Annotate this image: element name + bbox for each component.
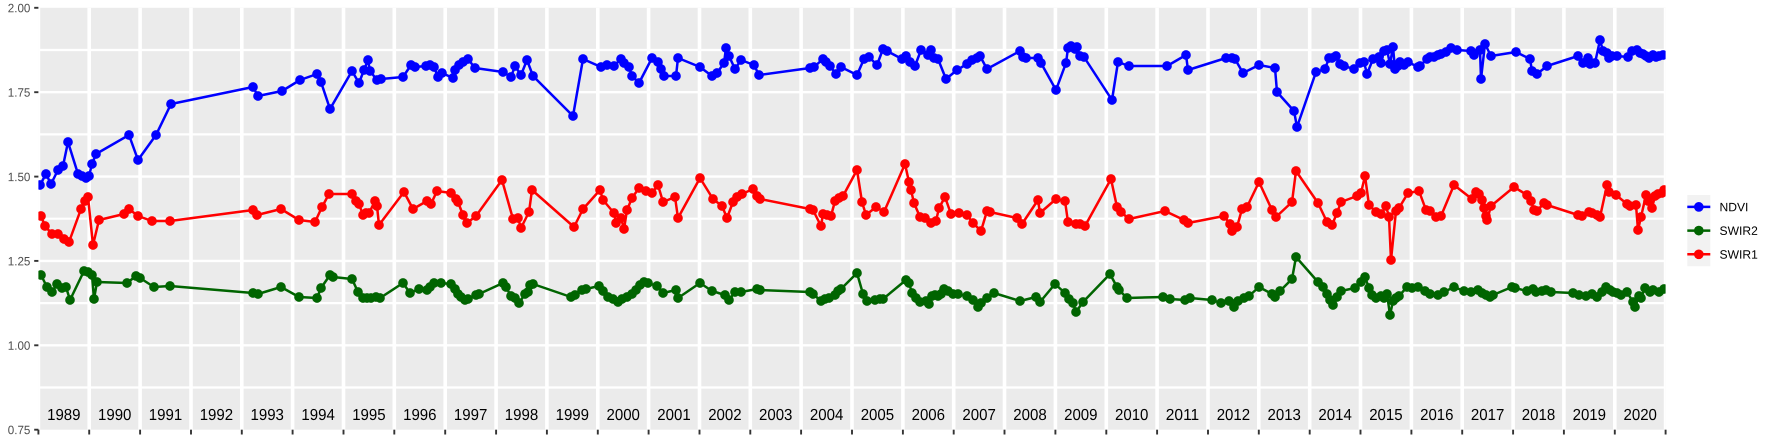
svg-text:2008: 2008 xyxy=(1013,407,1047,424)
svg-text:1994: 1994 xyxy=(301,407,335,424)
svg-text:2005: 2005 xyxy=(861,407,895,424)
svg-text:2020: 2020 xyxy=(1623,407,1657,424)
svg-text:2014: 2014 xyxy=(1318,407,1352,424)
svg-text:1995: 1995 xyxy=(352,407,386,424)
svg-text:1.25: 1.25 xyxy=(8,254,31,268)
svg-text:2011: 2011 xyxy=(1166,407,1200,424)
svg-text:1999: 1999 xyxy=(556,407,590,424)
svg-text:1990: 1990 xyxy=(98,407,132,424)
svg-text:1.00: 1.00 xyxy=(8,339,31,353)
svg-text:2006: 2006 xyxy=(912,407,946,424)
svg-text:1998: 1998 xyxy=(505,407,539,424)
svg-text:1993: 1993 xyxy=(250,407,284,424)
svg-text:2004: 2004 xyxy=(810,407,844,424)
svg-text:1989: 1989 xyxy=(47,407,81,424)
svg-text:2017: 2017 xyxy=(1471,407,1505,424)
svg-text:1997: 1997 xyxy=(454,407,488,424)
svg-text:2018: 2018 xyxy=(1522,407,1556,424)
svg-text:SWIR1: SWIR1 xyxy=(1719,248,1758,262)
svg-text:1996: 1996 xyxy=(403,407,437,424)
svg-text:1.75: 1.75 xyxy=(8,86,31,100)
svg-text:2.00: 2.00 xyxy=(8,1,31,15)
svg-text:2007: 2007 xyxy=(962,407,996,424)
svg-text:2000: 2000 xyxy=(606,407,640,424)
svg-text:NDVI: NDVI xyxy=(1719,200,1748,214)
svg-text:2002: 2002 xyxy=(708,407,742,424)
svg-text:2001: 2001 xyxy=(657,407,691,424)
svg-text:2010: 2010 xyxy=(1115,407,1149,424)
svg-text:2009: 2009 xyxy=(1064,407,1098,424)
svg-text:1992: 1992 xyxy=(200,407,234,424)
svg-text:1991: 1991 xyxy=(149,407,183,424)
svg-text:2013: 2013 xyxy=(1267,407,1301,424)
svg-text:2003: 2003 xyxy=(759,407,793,424)
svg-text:1.50: 1.50 xyxy=(8,170,31,184)
svg-text:2015: 2015 xyxy=(1369,407,1403,424)
svg-text:2016: 2016 xyxy=(1420,407,1454,424)
svg-text:2019: 2019 xyxy=(1573,407,1607,424)
svg-text:SWIR2: SWIR2 xyxy=(1719,224,1758,238)
svg-text:2012: 2012 xyxy=(1217,407,1251,424)
svg-text:0.75: 0.75 xyxy=(8,423,31,437)
